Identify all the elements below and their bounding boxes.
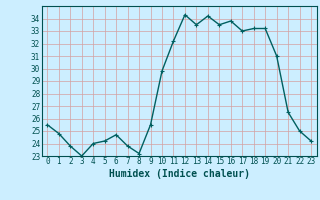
X-axis label: Humidex (Indice chaleur): Humidex (Indice chaleur) [109,169,250,179]
